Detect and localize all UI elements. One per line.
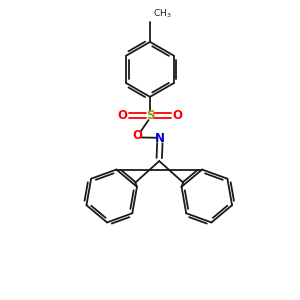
Text: O: O (118, 109, 128, 122)
Text: CH$_3$: CH$_3$ (153, 8, 172, 20)
Text: O: O (172, 109, 182, 122)
Text: O: O (133, 129, 142, 142)
Text: S: S (146, 109, 154, 122)
Text: N: N (155, 132, 165, 145)
